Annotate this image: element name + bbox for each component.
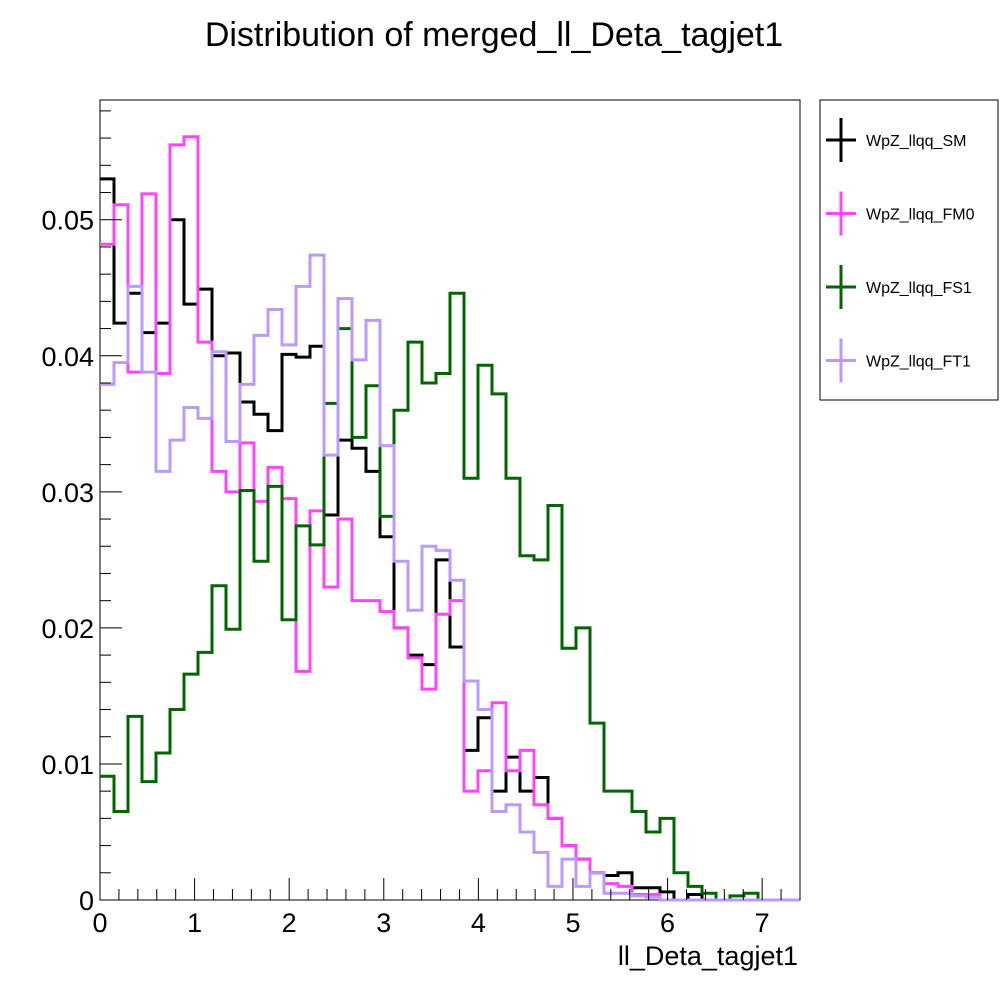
legend-label: WpZ_llqq_FS1 — [866, 280, 972, 297]
y-tick-label: 0.01 — [41, 750, 94, 780]
y-tick-label: 0.03 — [41, 478, 94, 508]
series-WpZ_llqq_FT1 — [100, 253, 800, 902]
series-line-WpZ_llqq_FS1 — [100, 291, 800, 902]
legend-item-WpZ_llqq_FS1: WpZ_llqq_FS1 — [826, 265, 972, 309]
x-tick-label: 7 — [755, 908, 770, 938]
x-tick-label: 4 — [471, 908, 486, 938]
x-tick-label: 3 — [376, 908, 391, 938]
y-tick-label: 0.05 — [41, 206, 94, 236]
x-axis-label: ll_Deta_tagjet1 — [618, 941, 798, 971]
legend-item-WpZ_llqq_SM: WpZ_llqq_SM — [826, 118, 966, 162]
series-line-WpZ_llqq_FM0 — [100, 135, 800, 902]
legend-item-WpZ_llqq_FM0: WpZ_llqq_FM0 — [826, 191, 975, 236]
y-tick-label: 0.02 — [41, 614, 94, 644]
x-tick-label: 2 — [282, 908, 297, 938]
y-tick-label: 0 — [79, 886, 94, 916]
legend-label: WpZ_llqq_SM — [866, 133, 966, 150]
series-WpZ_llqq_FS1 — [100, 291, 800, 902]
y-tick-label: 0.04 — [41, 342, 94, 372]
series-line-WpZ_llqq_FT1 — [100, 253, 800, 902]
legend-label: WpZ_llqq_FM0 — [866, 207, 975, 224]
series-WpZ_llqq_FM0 — [100, 135, 800, 902]
legend: WpZ_llqq_SM WpZ_llqq_FM0 WpZ_llqq_FS1 WpZ_l… — [826, 118, 975, 383]
legend-box — [819, 99, 999, 401]
legend-label: WpZ_llqq_FT1 — [866, 354, 971, 371]
histogram-layer — [100, 135, 800, 902]
plot-frame — [99, 99, 801, 901]
axes-layer: 0 1 2 3 4 5 6 7 0 0.01 0.02 0.03 0.04 0.05 — [41, 110, 801, 938]
x-tick-label: 0 — [92, 908, 107, 938]
chart-title: Distribution of merged_ll_Deta_tagjet1 — [205, 16, 783, 54]
legend-item-WpZ_llqq_FT1: WpZ_llqq_FT1 — [826, 338, 971, 383]
x-tick-label: 5 — [565, 908, 580, 938]
x-tick-label: 6 — [660, 908, 675, 938]
x-tick-label: 1 — [187, 908, 202, 938]
